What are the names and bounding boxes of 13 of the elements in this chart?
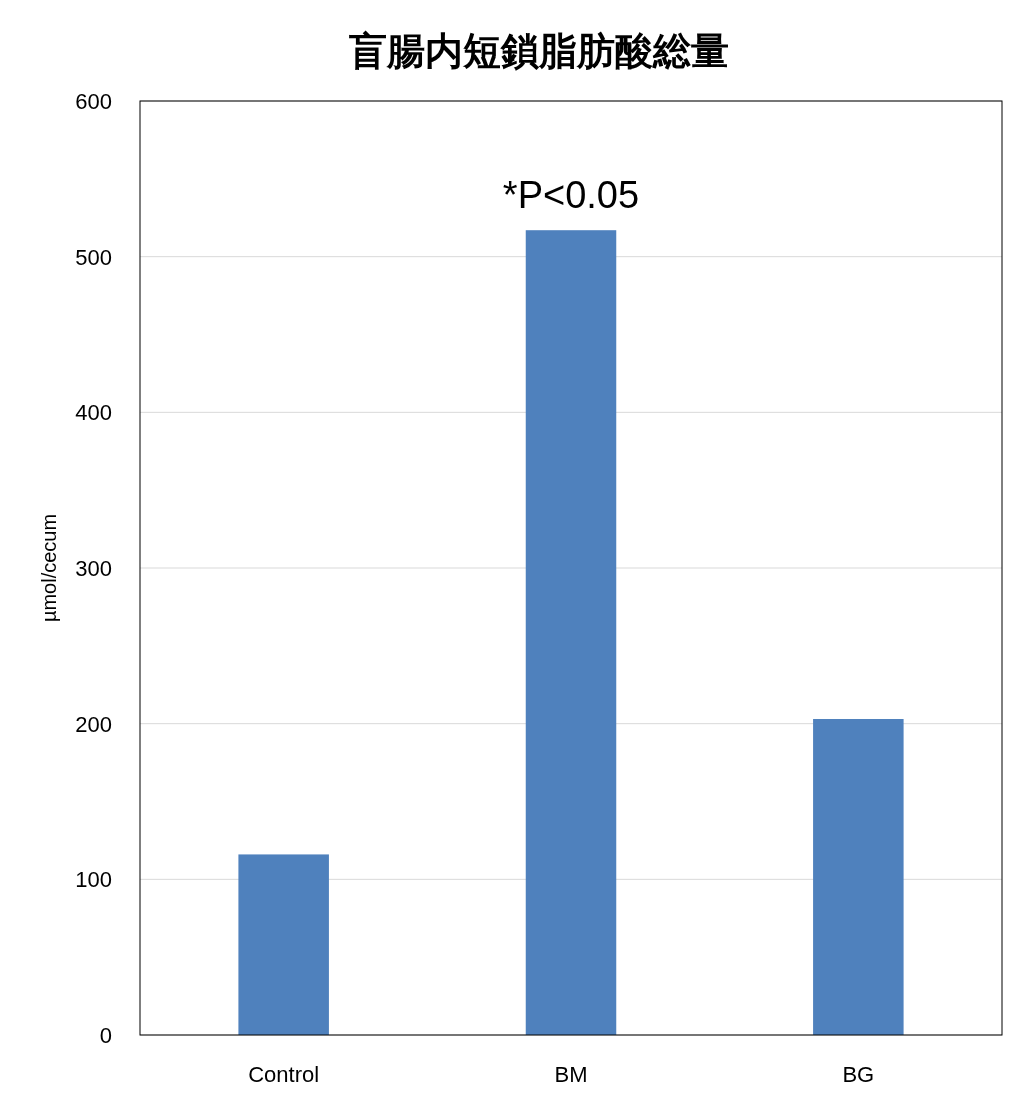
ytick: 600 [75,89,112,114]
annotation: *P<0.05 [502,174,640,217]
xtick: BG [842,1062,875,1087]
ylabel: µmol/cecum [38,513,60,623]
ytick: 300 [75,556,112,581]
xtick: BM [554,1062,588,1087]
ytick: 100 [75,867,112,893]
title: 盲腸内短鎖脂肪酸総量 [348,30,729,72]
ytick: 200 [75,711,112,737]
ytick: 0 [99,1023,112,1048]
ytick: 500 [75,244,112,270]
xtick: Control [248,1062,320,1087]
ytick: 400 [75,400,112,426]
